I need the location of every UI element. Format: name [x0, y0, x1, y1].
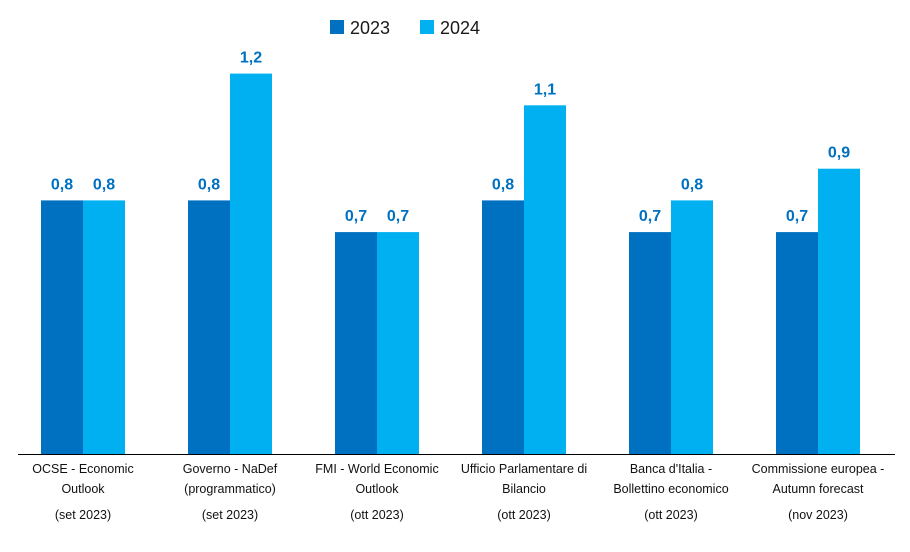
value-label-2024-4: 1,1	[534, 81, 556, 98]
category-label-6-line-2: Autumn forecast	[772, 482, 864, 496]
value-label-2023-5: 0,7	[639, 208, 661, 225]
category-label-3-line-1: FMI - World Economic	[315, 462, 438, 476]
value-label-2024-1: 0,8	[93, 176, 115, 193]
category-label-5-line-3: (ott 2023)	[644, 508, 698, 522]
bar-2024-2	[230, 73, 272, 454]
value-label-2024-3: 0,7	[387, 208, 409, 225]
value-labels: 0,8 0,8 0,8 1,2 0,7 0,7 0,8 1,1 0,7 0,8 0,7 0,9	[51, 50, 850, 226]
category-label-5-line-2: Bollettino economico	[613, 482, 728, 496]
category-label-1-line-1: OCSE - Economic	[32, 462, 133, 476]
category-label-1-line-3: (set 2023)	[55, 508, 111, 522]
category-label-2-line-1: Governo - NaDef	[183, 462, 278, 476]
value-label-2024-5: 0,8	[681, 176, 703, 193]
bar-2023-3	[335, 232, 377, 454]
category-label-5-line-1: Banca d'Italia -	[630, 462, 712, 476]
value-label-2023-3: 0,7	[345, 208, 367, 225]
category-label-4-line-3: (ott 2023)	[497, 508, 551, 522]
bar-2024-5	[671, 200, 713, 454]
category-label-4-line-1: Ufficio Parlamentare di	[461, 462, 587, 476]
value-label-2023-1: 0,8	[51, 176, 73, 193]
bar-2023-4	[482, 200, 524, 454]
category-labels: OCSE - Economic Outlook (set 2023) Governo …	[32, 462, 884, 522]
legend-label-2024: 2024	[440, 18, 480, 38]
bar-2023-2	[188, 200, 230, 454]
value-label-2024-6: 0,9	[828, 145, 850, 162]
category-label-4-line-2: Bilancio	[502, 482, 546, 496]
category-label-3-line-2: Outlook	[355, 482, 399, 496]
legend: 2023 2024	[330, 18, 480, 38]
category-label-3-line-3: (ott 2023)	[350, 508, 404, 522]
legend-swatch-2023	[330, 20, 344, 34]
value-label-2023-2: 0,8	[198, 176, 220, 193]
bar-2024-3	[377, 232, 419, 454]
bar-2023-6	[776, 232, 818, 454]
category-label-6-line-1: Commissione europea -	[752, 462, 885, 476]
legend-swatch-2024	[420, 20, 434, 34]
category-label-6-line-3: (nov 2023)	[788, 508, 848, 522]
bar-2023-1	[41, 200, 83, 454]
legend-label-2023: 2023	[350, 18, 390, 38]
value-label-2024-2: 1,2	[240, 50, 262, 67]
value-label-2023-6: 0,7	[786, 208, 808, 225]
bar-2024-6	[818, 168, 860, 454]
category-label-2-line-3: (set 2023)	[202, 508, 258, 522]
category-label-2-line-2: (programmatico)	[184, 482, 276, 496]
bar-2024-1	[83, 200, 125, 454]
value-label-2023-4: 0,8	[492, 176, 514, 193]
bar-2024-4	[524, 105, 566, 455]
bars	[41, 73, 860, 455]
category-label-1-line-2: Outlook	[61, 482, 105, 496]
bar-2023-5	[629, 232, 671, 454]
